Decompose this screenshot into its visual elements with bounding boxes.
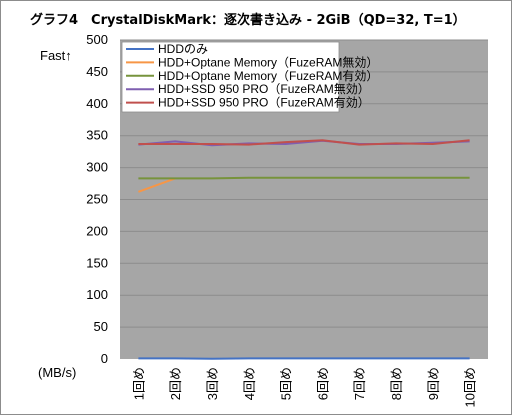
series-line-2 (138, 177, 176, 193)
x-tick-label: 8回め (389, 367, 404, 400)
legend-box (121, 41, 340, 113)
y-tick-label: 100 (86, 287, 108, 302)
legend-label: HDD+Optane Memory（FuzeRAM有効） (158, 68, 378, 83)
x-tick-label: 6回め (315, 367, 330, 400)
y-axis-unit-label: (MB/s) (38, 365, 76, 380)
legend-label: HDD+SSD 950 PRO（FuzeRAM有効） (158, 95, 370, 110)
x-tick-label: 2回め (168, 367, 183, 400)
y-tick-label: 450 (86, 64, 108, 79)
series-line-5 (138, 139, 470, 146)
y-tick-label: 200 (86, 223, 108, 238)
series-lines (138, 139, 470, 360)
x-tick-label: 7回め (352, 367, 367, 400)
y-axis-ticks: 0 50 100 150 200 250 300 350 400 450 500 (86, 32, 108, 366)
y-tick-label: 0 (101, 351, 108, 366)
y-tick-label: 500 (86, 32, 108, 47)
gridlines (120, 39, 488, 328)
x-tick-label: 9回め (426, 367, 441, 400)
x-tick-label: 5回め (279, 367, 294, 400)
chart-title: グラフ4 CrystalDiskMark：逐次書き込み - 2GiB（QD=32… (30, 12, 466, 28)
x-tick-label: 1回め (131, 367, 146, 400)
y-tick-label: 150 (86, 255, 108, 270)
x-tick-label: 4回め (242, 367, 257, 400)
y-tick-label: 300 (86, 160, 108, 175)
x-tick-label: 3回め (205, 367, 220, 400)
y-tick-label: 350 (86, 128, 108, 143)
x-axis-ticks: 1回め 2回め 3回め 4回め 5回め 6回め 7回め 8回め 9回め 10回め (131, 367, 477, 407)
legend-label: HDD+SSD 950 PRO（FuzeRAM無効） (158, 81, 370, 96)
y-tick-label: 400 (86, 96, 108, 111)
y-tick-label: 250 (86, 192, 108, 207)
y-axis-label-fast: Fast↑ (40, 48, 72, 63)
legend-label: HDDのみ (158, 42, 208, 56)
legend-label: HDD+Optane Memory（FuzeRAM無効） (158, 54, 378, 69)
x-tick-label: 10回め (463, 367, 478, 407)
series-line-3 (138, 176, 470, 180)
y-tick-label: 50 (94, 319, 108, 334)
